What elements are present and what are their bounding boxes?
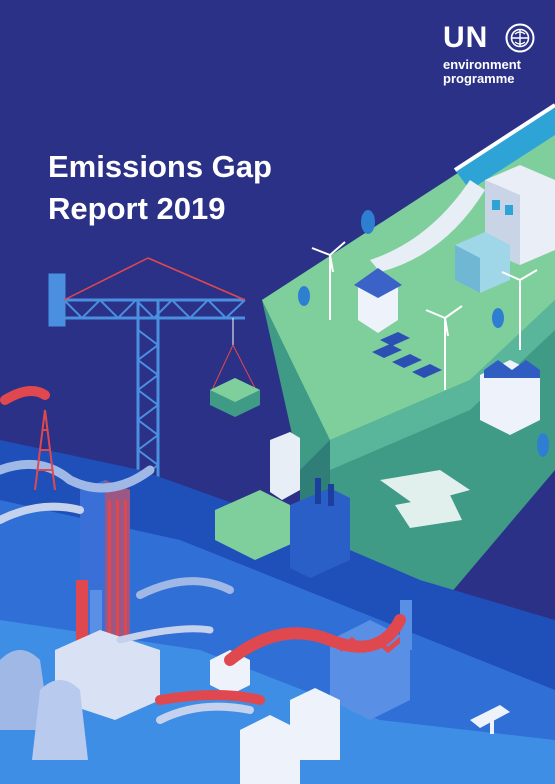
un-wordmark: UN	[443, 21, 489, 54]
title-line-2: Report 2019	[48, 191, 226, 226]
construction-crane	[48, 257, 257, 496]
wind-turbines	[311, 241, 538, 390]
unep-emblem-icon	[505, 23, 535, 53]
factories	[0, 480, 412, 784]
solar-panels	[372, 332, 442, 378]
trees	[298, 210, 549, 457]
logo-line-programme: programme	[443, 71, 515, 86]
report-title: Emissions Gap Report 2019	[48, 146, 272, 230]
oil-pump	[470, 705, 510, 734]
title-line-1: Emissions Gap	[48, 149, 272, 184]
train	[370, 103, 555, 272]
pylon	[34, 409, 56, 491]
smoke-trails	[0, 386, 406, 724]
unep-logo: UN environment programme	[443, 22, 543, 92]
logo-line-environment: environment	[443, 57, 522, 72]
plateau-buildings	[354, 165, 555, 435]
